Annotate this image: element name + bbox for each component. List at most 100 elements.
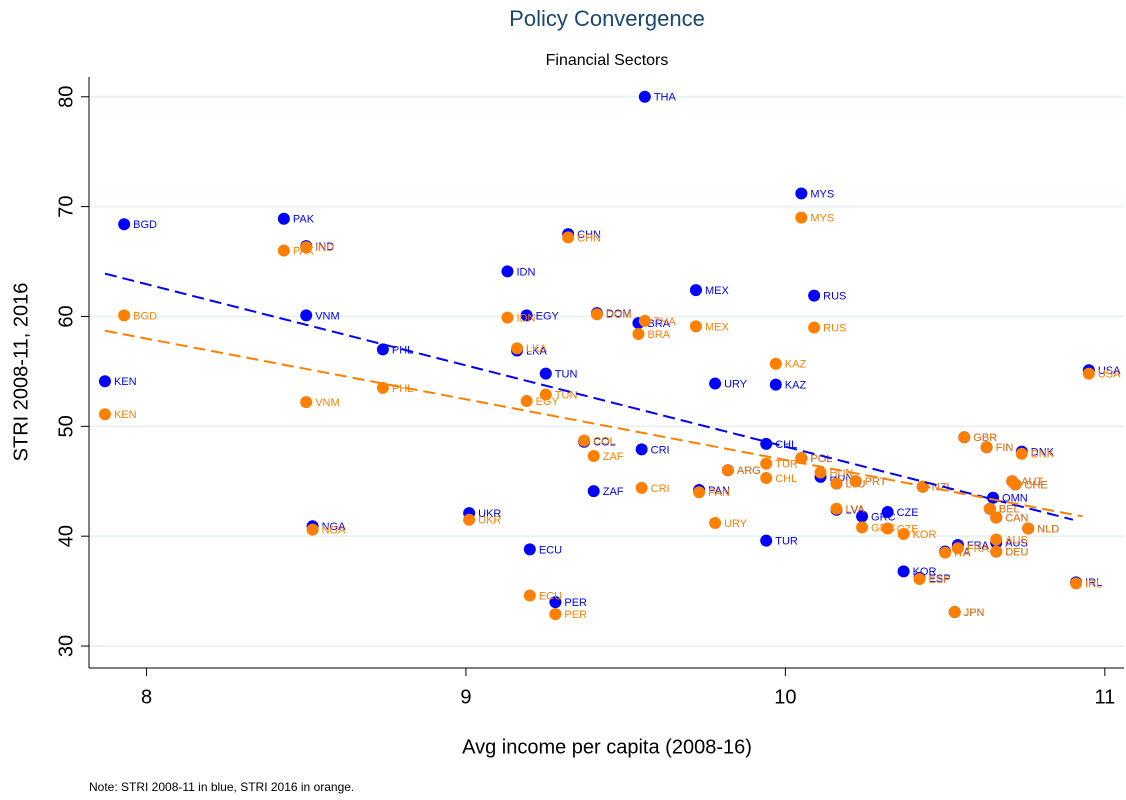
point-label: THA xyxy=(654,316,677,328)
point xyxy=(856,521,869,534)
point-label: FRA xyxy=(967,540,990,552)
point xyxy=(709,377,722,390)
point xyxy=(769,378,782,391)
point-label: BRA xyxy=(647,329,670,341)
point-label: LVA xyxy=(846,505,866,517)
point xyxy=(913,573,926,586)
point-label: TUR xyxy=(775,459,798,471)
point-label: MYS xyxy=(810,213,834,225)
point xyxy=(693,486,706,499)
point xyxy=(523,543,536,556)
point xyxy=(635,481,648,494)
point-label: DNK xyxy=(1031,449,1055,461)
point-label: AUS xyxy=(1005,534,1028,546)
point-label: RUS xyxy=(823,322,846,334)
trend-line xyxy=(104,329,1083,518)
point xyxy=(562,231,575,244)
point xyxy=(638,90,651,103)
point-label: PER xyxy=(564,597,587,609)
point-label: TUR xyxy=(775,535,798,547)
point xyxy=(881,506,894,519)
point-label: CAN xyxy=(1005,512,1028,524)
point-label: MEX xyxy=(705,321,730,333)
point-label: IND xyxy=(315,241,334,253)
point-label: KAZ xyxy=(785,379,807,391)
point xyxy=(300,396,313,409)
point xyxy=(501,265,514,278)
point-label: IDN xyxy=(516,312,535,324)
point xyxy=(539,388,552,401)
point xyxy=(632,328,645,341)
point xyxy=(1009,478,1022,491)
point-label: CRI xyxy=(651,483,670,495)
point xyxy=(760,437,773,450)
point xyxy=(849,475,862,488)
point xyxy=(689,284,702,297)
point-label: POL xyxy=(810,453,832,465)
point xyxy=(578,434,591,447)
point-label: BGD xyxy=(133,219,157,231)
point-label: VNM xyxy=(315,397,339,409)
point xyxy=(638,314,651,327)
point xyxy=(277,212,290,225)
chart-title: Policy Convergence xyxy=(509,6,705,31)
point xyxy=(463,513,476,526)
point-label: ZAF xyxy=(603,451,624,463)
point xyxy=(511,342,524,355)
y-tick-label: 60 xyxy=(55,305,77,327)
point-label: BEL xyxy=(999,504,1020,516)
point xyxy=(376,381,389,394)
point xyxy=(808,321,821,334)
point-label: DOM xyxy=(606,308,632,320)
y-tick-label: 30 xyxy=(55,635,77,657)
x-tick-label: 11 xyxy=(1094,686,1115,708)
point xyxy=(951,542,964,555)
point-label: COL xyxy=(593,437,616,449)
point xyxy=(1070,577,1083,590)
point xyxy=(1015,447,1028,460)
point-label: ARG xyxy=(737,465,761,477)
point-label: ARG xyxy=(737,465,761,477)
point xyxy=(814,466,827,479)
point xyxy=(760,457,773,470)
point-label: BRA xyxy=(647,318,670,330)
point-label: CAN xyxy=(1005,512,1028,524)
point-label: UKR xyxy=(478,508,501,520)
point-label: EGY xyxy=(536,310,560,322)
y-tick-label: 50 xyxy=(55,415,77,437)
point-label: CZE xyxy=(897,507,919,519)
y-tick-label: 70 xyxy=(55,195,77,217)
note: Note: STRI 2008-11 in blue, STRI 2016 in… xyxy=(89,780,354,794)
point-label: IRL xyxy=(1085,578,1102,590)
point xyxy=(306,523,319,536)
point xyxy=(795,211,808,224)
point-label: ITA xyxy=(954,548,971,560)
point-label: FIN xyxy=(996,442,1014,454)
point xyxy=(948,605,961,618)
point xyxy=(830,502,843,515)
point-label: KEN xyxy=(114,409,137,421)
point xyxy=(539,367,552,380)
point-label: DEU xyxy=(1005,546,1028,558)
point-label: FIN xyxy=(996,442,1014,454)
point-label: DOM xyxy=(606,309,632,321)
point-label: PRT xyxy=(865,476,887,488)
point-label: PAK xyxy=(293,214,315,226)
point xyxy=(980,441,993,454)
point-label: ESP xyxy=(929,574,951,586)
point-label: AUS xyxy=(1005,538,1028,550)
point xyxy=(808,289,821,302)
point-label: DEU xyxy=(1005,546,1028,558)
point xyxy=(118,218,131,231)
point xyxy=(990,545,1003,558)
point-label: PER xyxy=(564,609,587,621)
x-tick-label: 9 xyxy=(460,686,471,708)
point-label: JPN xyxy=(964,607,985,619)
point-label: GBR xyxy=(973,432,997,444)
point-label: MYS xyxy=(810,188,834,200)
point-label: CHL xyxy=(775,473,797,485)
trend-line xyxy=(104,272,1074,521)
point xyxy=(983,502,996,515)
point xyxy=(523,589,536,602)
